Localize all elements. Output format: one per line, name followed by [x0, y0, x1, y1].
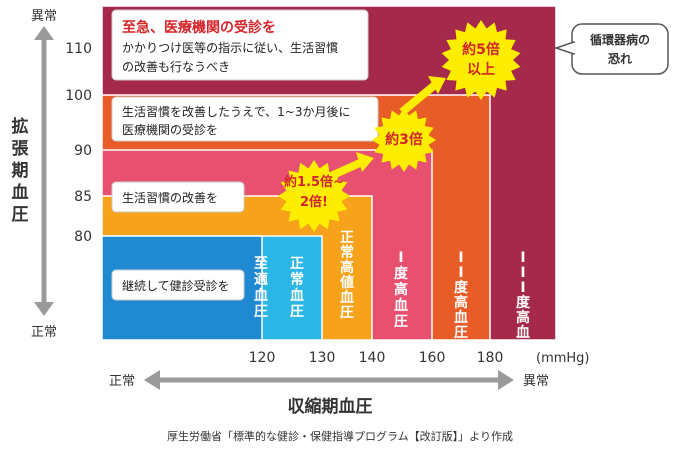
risk-burst-2: 約3倍 [372, 108, 436, 172]
x-tick-1: 130 [309, 350, 336, 366]
x-axis: 正常 異常 収縮期血圧 [109, 370, 549, 417]
zone-label-4: 正常血圧 [290, 256, 304, 320]
y-axis: 異常 正常 拡張期血圧 [12, 9, 58, 340]
callout-cardiovascular: 循環器病の 恐れ [553, 23, 669, 75]
x-tick-2: 140 [359, 350, 386, 366]
x-axis-high-label: 異常 [523, 374, 549, 389]
x-axis-low-label: 正常 [109, 374, 135, 389]
x-axis-title: 収縮期血圧 [288, 396, 373, 417]
zone-label-1: I I 度高血圧 [454, 250, 469, 341]
x-tick-3: 160 [419, 350, 446, 366]
y-tick-2: 90 [74, 143, 92, 159]
y-tick-4: 80 [74, 229, 92, 245]
y-axis-low-label: 正常 [31, 325, 57, 340]
zone-label-5: 至適血圧 [254, 256, 268, 320]
risk-burst-3-line-1: 約5倍 [462, 41, 500, 58]
y-axis-title: 拡張期血圧 [12, 116, 30, 225]
risk-burst-2-text: 約3倍 [385, 131, 423, 148]
y-tick-1: 100 [65, 88, 92, 104]
callout-line-2: 恐れ [608, 52, 632, 66]
risk-burst-3: 約5倍 以上 [441, 20, 521, 100]
y-ticks: 110 100 90 85 80 [65, 41, 92, 245]
zone-label-2: I 度高血圧 [394, 250, 409, 330]
risk-burst-1-line-1: 約1.5倍~ [284, 174, 344, 190]
advice-urgent-line-1: かかりつけ医等の指示に従い、生活習慣 [122, 40, 338, 55]
source-note: 厚生労働省「標準的な健診・保健指導プログラム【改訂版】」より作成 [167, 429, 513, 443]
advice-box-continue: 継続して健診受診を [111, 269, 245, 301]
x-axis-unit: (mmHg) [536, 351, 590, 366]
zone-label-3: 正常高値血圧 [339, 230, 354, 321]
y-tick-0: 110 [65, 41, 92, 57]
x-tick-0: 120 [249, 350, 276, 366]
advice-urgent-title: 至急、医療機関の受診を [122, 19, 276, 36]
y-tick-3: 85 [74, 189, 92, 205]
advice-lifestyle-text: 生活習慣の改善を [122, 190, 218, 205]
advice-revisit-line-2: 医療機関の受診を [122, 122, 218, 137]
y-axis-high-label: 異常 [31, 9, 57, 24]
advice-box-revisit: 生活習慣を改善したうえで、1~3か月後に 医療機関の受診を [111, 96, 379, 142]
x-ticks: 120 130 140 160 180 [249, 350, 504, 366]
risk-burst-1-line-2: 2倍! [300, 194, 328, 210]
advice-revisit-line-1: 生活習慣を改善したうえで、1~3か月後に [122, 104, 351, 119]
callout-line-1: 循環器病の [590, 32, 650, 47]
advice-box-lifestyle: 生活習慣の改善を [111, 181, 245, 213]
risk-burst-3-line-2: 以上 [467, 62, 495, 78]
risk-burst-1: 約1.5倍~ 2倍! [278, 160, 350, 232]
advice-urgent-line-2: の改善も行なうべき [122, 59, 230, 74]
zone-label-0: I I I 度高血圧 [516, 250, 531, 356]
advice-continue-text: 継続して健診受診を [122, 278, 230, 293]
x-tick-4: 180 [477, 350, 504, 366]
advice-box-urgent: 至急、医療機関の受診を かかりつけ医等の指示に従い、生活習慣 の改善も行なうべき [111, 9, 369, 81]
